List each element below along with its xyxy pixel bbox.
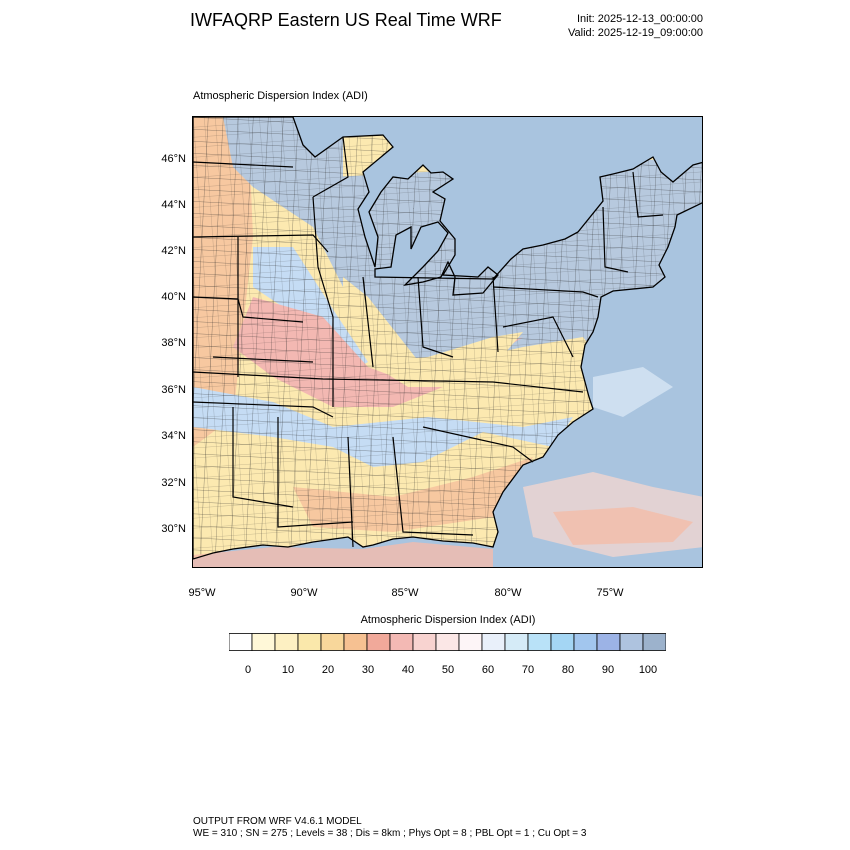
colorbar-swatch <box>573 633 598 651</box>
colorbar-label: 70 <box>521 664 535 676</box>
lon-label-85: 85°W <box>391 587 419 599</box>
colorbar-label: 10 <box>281 664 295 676</box>
colorbar-swatch <box>229 633 253 651</box>
colorbar-swatch <box>274 633 299 651</box>
colorbar-title: Atmospheric Dispersion Index (ADI) <box>360 614 536 626</box>
valid-time: Valid: 2025-12-19_09:00:00 <box>568 27 703 39</box>
colorbar-swatch <box>619 633 644 651</box>
colorbar-swatch <box>550 633 575 651</box>
gulf-warm-patch <box>193 542 493 567</box>
colorbar-label: 80 <box>561 664 575 676</box>
ocean-light-patch <box>593 367 673 417</box>
colorbar-label: 60 <box>481 664 495 676</box>
colorbar-label: 0 <box>244 664 252 676</box>
lat-label-30: 30°N <box>161 523 186 535</box>
lat-label-36: 36°N <box>161 384 186 396</box>
lat-label-38: 38°N <box>161 337 186 349</box>
lon-label-75: 75°W <box>596 587 624 599</box>
colorbar-swatch <box>527 633 552 651</box>
lon-label-90: 90°W <box>290 587 318 599</box>
chart-title: IWFAQRP Eastern US Real Time WRF <box>190 10 502 30</box>
colorbar <box>229 633 666 651</box>
colorbar-swatch <box>366 633 391 651</box>
colorbar-label: 100 <box>638 664 658 676</box>
colorbar-label: 30 <box>361 664 375 676</box>
footer-config-line: WE = 310 ; SN = 275 ; Levels = 38 ; Dis … <box>193 828 587 839</box>
colorbar-swatch <box>412 633 437 651</box>
lat-label-42: 42°N <box>161 245 186 257</box>
colorbar-swatch <box>251 633 276 651</box>
map-canvas <box>193 117 702 567</box>
lon-label-80: 80°W <box>494 587 522 599</box>
lat-label-46: 46°N <box>161 153 186 165</box>
colorbar-swatch <box>343 633 368 651</box>
colorbar-swatch <box>596 633 621 651</box>
state-borders <box>193 136 664 548</box>
colorbar-label: 50 <box>441 664 455 676</box>
panel-title: Atmospheric Dispersion Index (ADI) <box>193 90 368 102</box>
colorbar-label: 90 <box>601 664 615 676</box>
colorbar-swatch <box>642 633 666 651</box>
adi-map <box>192 116 703 568</box>
init-time: Init: 2025-12-13_00:00:00 <box>577 13 703 25</box>
colorbar-swatch <box>435 633 460 651</box>
lat-label-40: 40°N <box>161 291 186 303</box>
lon-label-95: 95°W <box>188 587 216 599</box>
colorbar-label: 20 <box>321 664 335 676</box>
colorbar-swatch <box>504 633 529 651</box>
colorbar-swatch <box>481 633 506 651</box>
lat-label-32: 32°N <box>161 477 186 489</box>
colorbar-label: 40 <box>401 664 415 676</box>
colorbar-swatch <box>297 633 322 651</box>
lat-label-44: 44°N <box>161 199 186 211</box>
colorbar-swatch <box>389 633 414 651</box>
lat-label-34: 34°N <box>161 430 186 442</box>
colorbar-swatch <box>458 633 483 651</box>
colorbar-swatch <box>320 633 345 651</box>
footer-model-line: OUTPUT FROM WRF V4.6.1 MODEL <box>193 816 362 827</box>
ocean-warm-patch-2 <box>553 507 693 545</box>
